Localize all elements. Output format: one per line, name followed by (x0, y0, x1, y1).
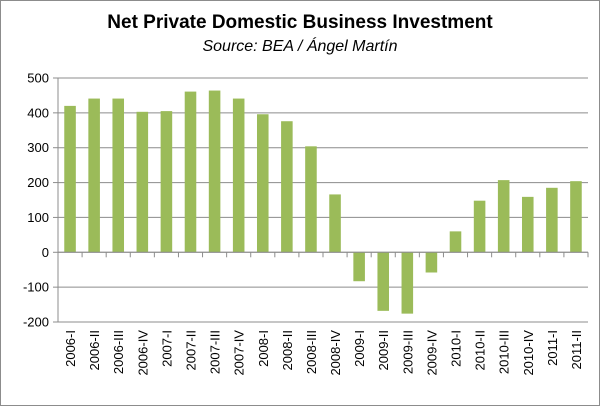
x-tick-label: 2008-III (304, 330, 319, 374)
bar-2006-IV (136, 111, 149, 253)
bar-2009-III (401, 252, 414, 314)
x-tick-label: 2007-III (208, 330, 223, 374)
bar-2010-III (497, 180, 510, 253)
x-tick-label: 2006-II (87, 330, 102, 370)
bar-2009-I (353, 252, 365, 282)
x-tick-label: 2008-II (280, 330, 295, 370)
x-tick-label: 2006-I (63, 330, 78, 367)
y-tick-label: 0 (42, 245, 49, 260)
x-tick-label: 2009-II (376, 330, 391, 370)
bar-2010-IV (521, 196, 534, 253)
bar-2009-IV (425, 252, 438, 273)
bar-2009-II (377, 252, 390, 311)
x-tick-label: 2008-I (256, 330, 271, 367)
x-tick-label: 2011-II (569, 330, 584, 370)
y-tick-label: -100 (23, 280, 49, 295)
chart-title: Net Private Domestic Business Investment (107, 12, 493, 33)
x-tick-label: 2010-II (473, 330, 488, 370)
bar-2008-I (256, 114, 269, 253)
x-tick-label: 2010-IV (521, 330, 536, 376)
bars (64, 90, 582, 314)
bar-2011-I (546, 187, 558, 253)
bar-2006-I (64, 105, 76, 253)
x-tick-label: 2011-I (545, 330, 560, 366)
x-tick-label: 2006-IV (135, 330, 150, 376)
bar-2010-II (473, 200, 486, 253)
bar-2011-II (570, 181, 582, 253)
x-tick-label: 2010-I (449, 330, 464, 367)
y-tick-label: 200 (27, 175, 49, 190)
bar-2007-III (208, 90, 221, 253)
bar-2008-IV (329, 194, 341, 253)
bar-2007-I (160, 111, 173, 253)
y-tick-label: 500 (27, 71, 49, 86)
x-tick-label: 2007-II (184, 330, 199, 370)
bar-2006-II (88, 98, 100, 253)
chart-subtitle: Source: BEA / Ángel Martín (202, 38, 398, 55)
x-tick-label: 2009-III (400, 330, 415, 374)
x-tick-label: 2008-IV (328, 330, 343, 376)
y-tick-labels: 500 400 300 200 100 0 -100 -200 (23, 71, 49, 330)
bar-2010-I (449, 231, 462, 253)
axes (53, 77, 589, 323)
x-tick-label: 2006-III (111, 330, 126, 374)
y-tick-label: -200 (23, 315, 49, 330)
x-tick-labels: 2006-I 2006-II 2006-III 2006-IV 2007-I 2007-I… (63, 330, 584, 376)
bar-2008-II (281, 121, 293, 253)
y-tick-label: 400 (27, 105, 49, 120)
bar-2006-III (112, 98, 125, 253)
bar-2007-II (184, 91, 197, 253)
y-tick-label: 100 (27, 210, 49, 225)
bar-2008-III (305, 146, 317, 253)
x-tick-label: 2009-IV (424, 330, 439, 376)
y-tick-label: 300 (27, 140, 49, 155)
x-tick-label: 2007-IV (232, 330, 247, 376)
x-tick-label: 2010-III (497, 330, 512, 374)
x-tick-label: 2007-I (159, 330, 174, 367)
bar-2007-IV (232, 98, 245, 253)
x-tick-label: 2009-I (352, 330, 367, 367)
